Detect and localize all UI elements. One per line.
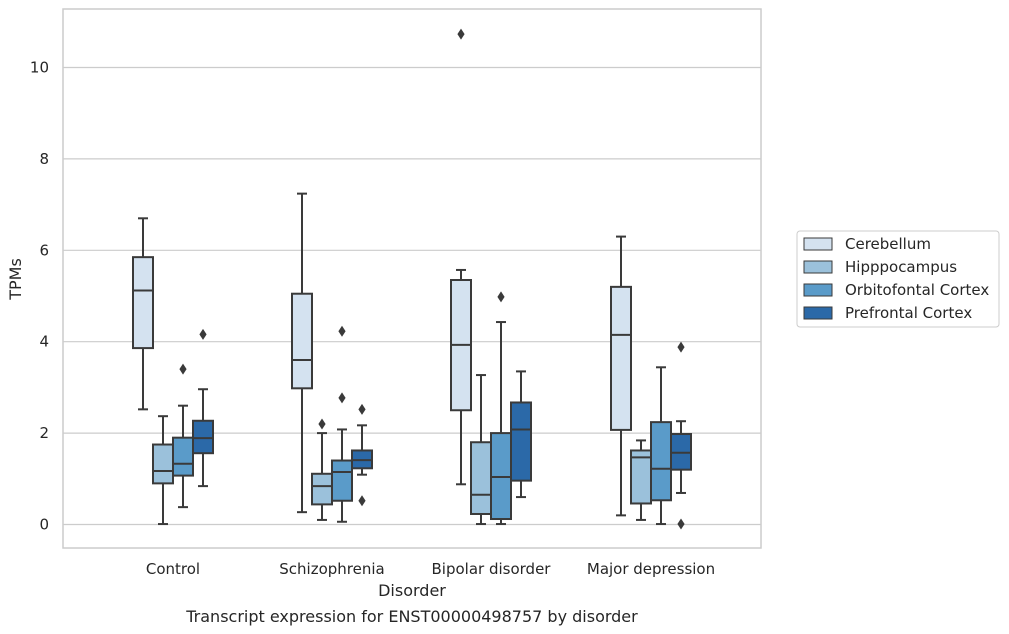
outlier-point xyxy=(318,418,326,430)
box-iqr xyxy=(630,449,652,505)
box-iqr xyxy=(132,256,154,350)
box-cerebellum-1 xyxy=(291,192,313,514)
box-iqr xyxy=(650,421,672,502)
box-orbitofontal-cortex-0 xyxy=(172,363,194,509)
legend-frame xyxy=(796,230,1000,328)
box-prefrontal-cortex-3 xyxy=(670,341,692,530)
box-iqr xyxy=(291,292,313,390)
legend-swatch xyxy=(803,237,833,251)
box-iqr xyxy=(470,441,492,515)
outlier-point xyxy=(358,495,366,507)
box-prefrontal-cortex-1 xyxy=(351,403,373,507)
legend-label: Orbitofontal Cortex xyxy=(845,281,989,299)
legend: Cerebellum Hipppocampus Orbitofontal Corte… xyxy=(796,230,1000,328)
legend-swatch xyxy=(803,260,833,274)
box-iqr xyxy=(510,401,532,482)
box-orbitofontal-cortex-3 xyxy=(650,366,672,526)
outlier-point xyxy=(338,325,346,337)
box-orbitofontal-cortex-1 xyxy=(331,325,353,523)
box-iqr xyxy=(152,443,174,485)
box-hipppocampus-1 xyxy=(311,418,333,521)
y-tick-labels: 0 2 4 6 8 10 xyxy=(30,59,49,534)
legend-swatch xyxy=(803,283,833,297)
box-iqr xyxy=(172,436,194,477)
box-prefrontal-cortex-2 xyxy=(510,370,532,499)
outlier-point xyxy=(677,518,685,530)
y-tick-label: 10 xyxy=(30,59,49,77)
x-tick-label: Bipolar disorder xyxy=(432,560,552,578)
outlier-point xyxy=(338,392,346,404)
outlier-point xyxy=(497,291,505,303)
outlier-point xyxy=(677,341,685,353)
box-hipppocampus-3 xyxy=(630,439,652,521)
box-orbitofontal-cortex-2 xyxy=(490,291,512,526)
y-tick-label: 0 xyxy=(39,516,49,534)
box-iqr xyxy=(192,419,214,455)
box-cerebellum-3 xyxy=(610,235,632,517)
box-iqr xyxy=(311,472,333,506)
box-prefrontal-cortex-0 xyxy=(192,328,214,488)
y-tick-label: 4 xyxy=(39,333,49,351)
outlier-point xyxy=(199,328,207,340)
box-iqr xyxy=(331,459,353,502)
legend-swatch xyxy=(803,306,833,320)
x-tick-label: Control xyxy=(146,560,200,578)
outlier-point xyxy=(457,28,465,40)
y-tick-label: 2 xyxy=(39,424,49,442)
grid-lines xyxy=(63,66,761,526)
y-tick-label: 6 xyxy=(39,241,49,259)
plot-frame xyxy=(62,8,762,549)
x-tick-labels: Control Schizophrenia Bipolar disorder Majo… xyxy=(146,560,715,578)
box-hipppocampus-2 xyxy=(470,374,492,526)
box-cerebellum-0 xyxy=(132,217,154,411)
y-tick-label: 8 xyxy=(39,150,49,168)
legend-label: Cerebellum xyxy=(845,235,931,253)
x-tick-label: Major depression xyxy=(587,560,715,578)
box-series-group xyxy=(132,28,692,530)
x-axis-title: Disorder xyxy=(378,581,446,600)
legend-label: Hipppocampus xyxy=(845,258,957,276)
legend-items: Cerebellum Hipppocampus Orbitofontal Corte… xyxy=(803,235,989,322)
outlier-point xyxy=(358,403,366,415)
chart-caption: Transcript expression for ENST0000049875… xyxy=(185,607,638,626)
box-cerebellum-2 xyxy=(450,28,472,486)
box-iqr xyxy=(610,285,632,431)
y-axis-title: TPMs xyxy=(6,258,25,301)
x-tick-label: Schizophrenia xyxy=(279,560,384,578)
box-hipppocampus-0 xyxy=(152,415,174,526)
legend-label: Prefrontal Cortex xyxy=(845,304,972,322)
outlier-point xyxy=(179,363,187,375)
